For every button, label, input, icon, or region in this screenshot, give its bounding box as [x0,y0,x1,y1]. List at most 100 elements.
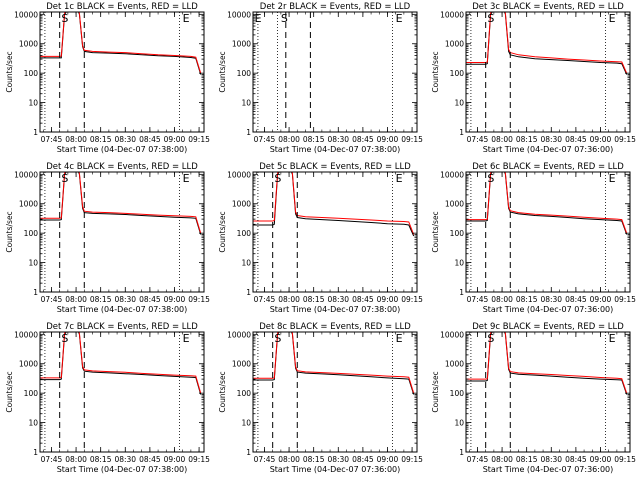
x-tick-label: 08:15 [303,455,325,464]
y-tick-label: 1 [33,288,38,297]
x-tick-label: 08:30 [327,135,349,144]
y-tick-label: 10 [454,259,464,268]
y-tick-label: 10000 [14,10,38,19]
y-tick-label: 1000 [445,360,464,369]
y-tick-label: 10000 [227,330,251,339]
x-tick-label: 08:00 [491,295,513,304]
chart-title: Det 9c BLACK = Events, RED = LLD [472,322,624,332]
chart-title: Det 1c BLACK = Events, RED = LLD [46,2,198,12]
marker-label: S [487,12,494,25]
marker-label: S [274,172,281,185]
y-tick-label: 1 [246,448,251,457]
y-tick-label: 1 [246,288,251,297]
x-tick-label: 09:00 [164,295,186,304]
marker-label: S [487,172,494,185]
y-axis-label: Counts/sec [431,211,440,252]
y-tick-label: 10 [28,419,38,428]
y-tick-label: 1 [246,128,251,137]
y-tick-label: 1 [459,448,464,457]
y-axis-label: Counts/sec [218,211,227,252]
x-tick-label: 08:45 [565,135,587,144]
x-tick-label: 07:45 [41,295,63,304]
y-tick-label: 10000 [440,170,464,179]
x-tick-label: 09:00 [377,455,399,464]
y-tick-label: 100 [450,389,465,398]
x-tick-label: 08:30 [540,295,562,304]
plot-frame [252,11,418,133]
chart-title: Det 2r BLACK = Events, RED = LLD [260,2,411,12]
x-tick-label: 07:45 [41,455,63,464]
y-axis-label: Counts/sec [431,371,440,412]
x-axis-label: Start Time (04-Dec-07 07:36:00) [483,145,614,154]
plot-frame [252,331,418,453]
y-axis-label: Counts/sec [218,371,227,412]
y-tick-label: 10 [454,419,464,428]
y-tick-label: 1 [33,448,38,457]
y-tick-label: 100 [450,229,465,238]
x-tick-label: 09:00 [377,135,399,144]
y-tick-label: 100 [24,69,39,78]
plot-frame [465,331,631,453]
x-tick-label: 08:15 [516,455,538,464]
x-tick-label: 07:45 [467,295,489,304]
series-line-lld [40,332,202,394]
x-tick-label: 08:15 [303,295,325,304]
marker-label: S [487,332,494,345]
y-tick-label: 100 [450,69,465,78]
y-tick-label: 1 [459,288,464,297]
series-line-lld [466,332,628,394]
x-axis-label: Start Time (04-Dec-07 07:38:00) [57,145,188,154]
marker-label: E [609,332,616,345]
x-tick-label: 09:15 [188,135,210,144]
y-tick-label: 10 [241,259,251,268]
x-tick-label: 08:30 [540,455,562,464]
x-tick-label: 08:00 [278,455,300,464]
marker-label: S [281,12,288,25]
x-axis-label: Start Time (04-Dec-07 07:36:00) [483,465,614,474]
chart-title: Det 8c BLACK = Events, RED = LLD [259,322,411,332]
x-axis-label: Start Time (04-Dec-07 07:38:00) [57,305,188,314]
y-tick-label: 1000 [19,200,38,209]
x-tick-label: 08:30 [327,455,349,464]
y-tick-label: 10000 [227,10,251,19]
y-tick-label: 10000 [14,170,38,179]
marker-label: E [609,12,616,25]
series-line-lld [253,172,415,235]
x-tick-label: 09:00 [164,135,186,144]
chart-title: Det 5c BLACK = Events, RED = LLD [259,162,411,172]
x-tick-label: 09:15 [614,455,636,464]
y-tick-label: 100 [237,389,252,398]
y-tick-label: 1000 [19,360,38,369]
x-tick-label: 07:45 [254,295,276,304]
y-tick-label: 100 [24,389,39,398]
x-tick-label: 09:15 [401,135,423,144]
chart-title: Det 7c BLACK = Events, RED = LLD [46,322,198,332]
x-tick-label: 09:15 [401,455,423,464]
x-tick-label: 08:45 [139,135,161,144]
x-tick-label: 08:00 [491,455,513,464]
series-line-lld [40,12,202,74]
x-tick-label: 09:15 [188,455,210,464]
x-axis-label: Start Time (04-Dec-07 07:36:00) [270,465,401,474]
y-tick-label: 1000 [232,360,251,369]
x-tick-label: 08:15 [516,135,538,144]
y-tick-label: 1 [33,128,38,137]
y-tick-label: 10 [241,419,251,428]
plot-frame [465,171,631,293]
marker-label: E [396,172,403,185]
x-tick-label: 07:45 [41,135,63,144]
x-tick-label: 08:30 [114,135,136,144]
x-tick-label: 08:30 [114,455,136,464]
x-tick-label: 08:30 [327,295,349,304]
y-tick-label: 10000 [227,170,251,179]
y-tick-label: 10000 [440,330,464,339]
marker-label: S [274,332,281,345]
x-tick-label: 08:15 [90,455,112,464]
